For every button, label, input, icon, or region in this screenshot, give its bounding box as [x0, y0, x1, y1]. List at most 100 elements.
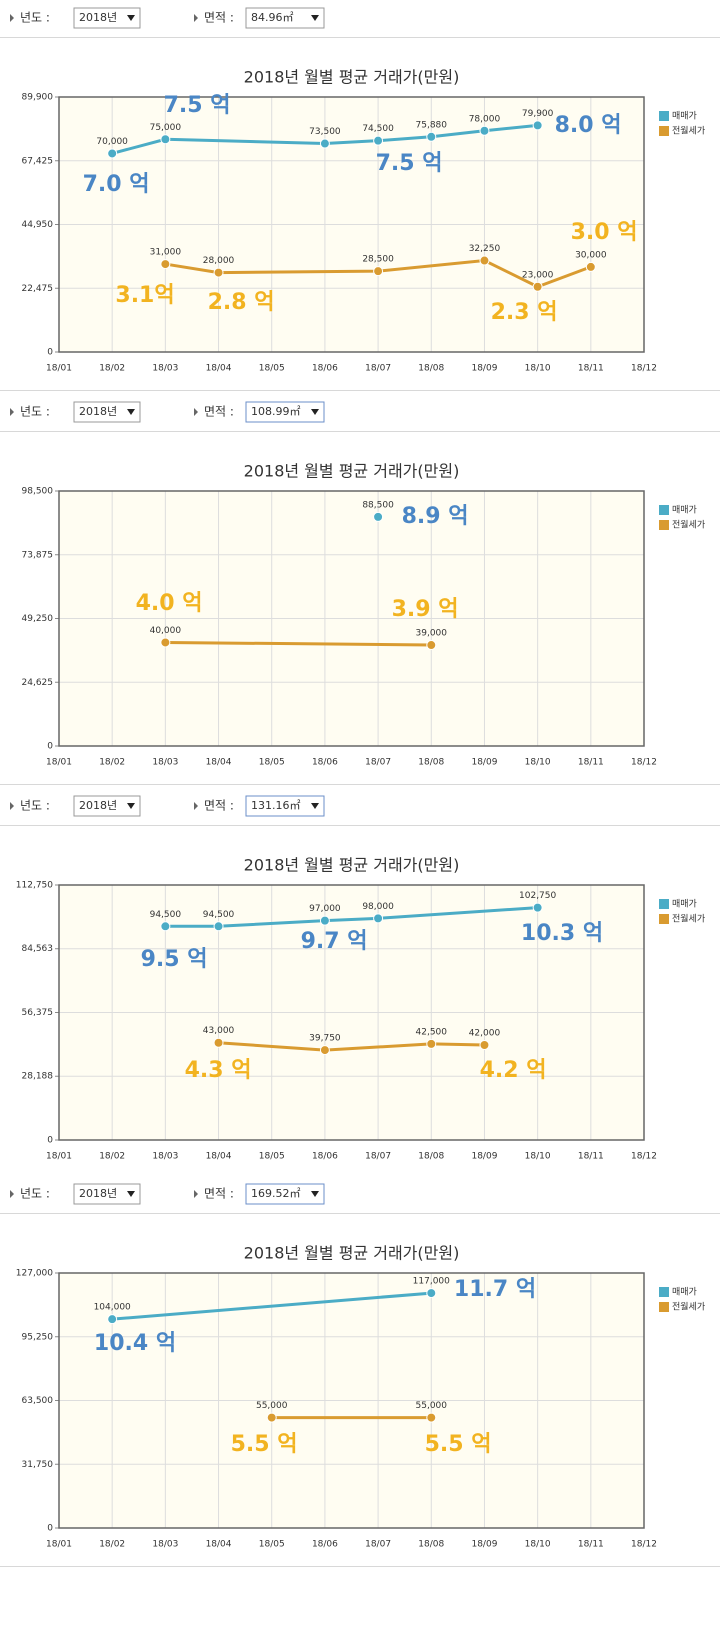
y-tick-label: 89,900 [22, 93, 54, 103]
x-tick-label: 18/01 [46, 1152, 72, 1162]
area-label: 면적 : [204, 11, 234, 25]
plot-border [58, 884, 645, 1141]
data-label: 30,000 [575, 250, 607, 260]
year-value[interactable]: 2018년 [79, 405, 117, 418]
data-point [426, 131, 437, 142]
year-select[interactable] [73, 401, 141, 423]
annotation: 7.0 억 [83, 172, 150, 197]
series-line [218, 1041, 485, 1052]
x-tick-label: 18/04 [206, 364, 232, 374]
y-tick-label: 44,950 [22, 220, 54, 230]
x-tick-label: 18/03 [152, 1152, 178, 1162]
area-value[interactable]: 108.99㎡ [251, 405, 301, 418]
area-select[interactable] [245, 401, 325, 423]
data-label: 117,000 [413, 1277, 450, 1287]
x-tick-label: 18/09 [471, 364, 497, 374]
annotation: 3.0 억 [571, 220, 638, 245]
x-tick-label: 18/07 [365, 758, 391, 768]
data-label: 55,000 [256, 1401, 288, 1411]
data-point [373, 511, 384, 522]
data-label: 32,250 [469, 244, 501, 254]
area-label: 면적 : [204, 1187, 234, 1201]
data-point [107, 148, 118, 159]
data-point [426, 640, 437, 651]
data-label: 70,000 [96, 137, 128, 147]
legend-label: 매매가 [672, 111, 697, 122]
x-tick-label: 18/07 [365, 364, 391, 374]
bullet [194, 14, 198, 22]
annotation: 3.1억 [115, 283, 174, 308]
bullet [194, 802, 198, 810]
year-select[interactable] [73, 1183, 141, 1205]
y-tick-label: 56,375 [22, 1008, 54, 1018]
year-label: 년도 : [20, 799, 50, 813]
area-value[interactable]: 169.52㎡ [251, 1187, 301, 1200]
dropdown-arrow [311, 15, 319, 21]
legend-label: 전월세가 [672, 1301, 705, 1313]
data-point [532, 902, 543, 913]
data-label: 78,000 [469, 114, 501, 124]
dropdown-arrow [311, 803, 319, 809]
y-tick-label: 22,475 [22, 284, 54, 294]
data-point [213, 1037, 224, 1048]
x-tick-label: 18/06 [312, 758, 338, 768]
year-value[interactable]: 2018년 [79, 11, 117, 24]
dropdown-arrow [127, 803, 135, 809]
legend-label: 전월세가 [672, 519, 705, 531]
x-tick-label: 18/05 [259, 1152, 285, 1162]
data-point [479, 125, 490, 136]
x-tick-label: 18/08 [418, 1152, 444, 1162]
x-tick-label: 18/03 [152, 1540, 178, 1550]
legend-swatch [659, 1287, 669, 1297]
x-tick-label: 18/08 [418, 1540, 444, 1550]
data-label: 75,000 [150, 123, 182, 133]
chart-title: 2018년 월별 평균 거래가(만원) [244, 1244, 460, 1263]
x-tick-label: 18/08 [418, 758, 444, 768]
dropdown-arrow [127, 1191, 135, 1197]
data-label: 28,000 [203, 256, 235, 266]
data-point [319, 138, 330, 149]
area-value[interactable]: 84.96㎡ [251, 11, 294, 24]
year-value[interactable]: 2018년 [79, 799, 117, 812]
data-label: 42,000 [469, 1029, 501, 1039]
chart-title: 2018년 월별 평균 거래가(만원) [244, 68, 460, 87]
y-tick-label: 63,500 [22, 1396, 54, 1406]
data-point [585, 261, 596, 272]
x-tick-label: 18/11 [578, 1152, 604, 1162]
data-label: 94,500 [203, 910, 235, 920]
legend-swatch [659, 914, 669, 924]
x-tick-label: 18/10 [525, 1152, 551, 1162]
dropdown-arrow [127, 409, 135, 415]
bullet [10, 802, 14, 810]
x-tick-label: 18/09 [471, 1540, 497, 1550]
year-value[interactable]: 2018년 [79, 1187, 117, 1200]
data-point [160, 637, 171, 648]
y-tick-label: 0 [47, 1136, 53, 1146]
x-tick-label: 18/02 [99, 364, 125, 374]
data-label: 42,500 [416, 1027, 448, 1037]
year-select[interactable] [73, 795, 141, 817]
annotation: 10.3 억 [521, 921, 603, 946]
area-select[interactable] [245, 795, 325, 817]
data-label: 102,750 [519, 891, 556, 901]
area-select[interactable] [245, 7, 325, 29]
x-tick-label: 18/09 [471, 758, 497, 768]
area-value[interactable]: 131.16㎡ [251, 799, 301, 812]
data-point [426, 1412, 437, 1423]
y-tick-label: 98,500 [22, 487, 54, 497]
annotation: 9.7 억 [301, 929, 368, 954]
year-select[interactable] [73, 7, 141, 29]
legend-label: 매매가 [672, 505, 697, 516]
plot-border [58, 1272, 645, 1529]
data-point [426, 1288, 437, 1299]
year-label: 년도 : [20, 405, 50, 419]
legend-label: 매매가 [672, 899, 697, 910]
data-point [160, 259, 171, 270]
legend-label: 전월세가 [672, 125, 705, 137]
legend-swatch [659, 111, 669, 121]
annotation: 7.5 억 [376, 151, 443, 176]
annotation: 9.5 억 [141, 947, 208, 972]
data-point [266, 1412, 277, 1423]
series-line [165, 640, 432, 647]
area-select[interactable] [245, 1183, 325, 1205]
